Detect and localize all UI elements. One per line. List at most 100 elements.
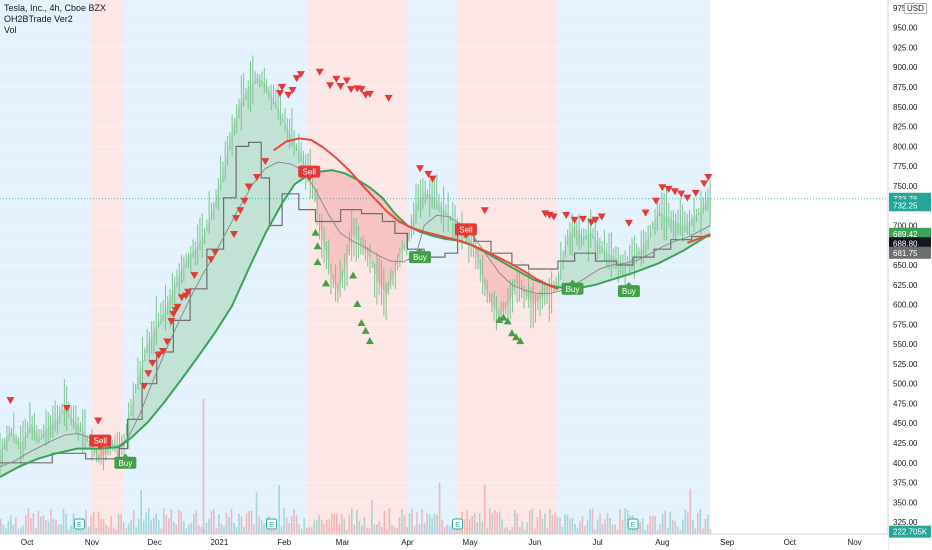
volume-bar: [263, 523, 265, 534]
price-tag-bg: [889, 246, 931, 259]
price-tick-label: 900.00: [893, 63, 918, 72]
indicator-lines: [0, 137, 888, 478]
trend-fill-area: [92, 447, 112, 459]
volume-bar: [453, 526, 456, 534]
time-tick-label: Nov: [85, 538, 99, 547]
trend-fill-area: [0, 407, 93, 478]
volume-bar: [157, 520, 160, 534]
volume-bar: [92, 511, 95, 534]
price-label-tag: 222.705K: [889, 525, 931, 538]
volume-bar: [180, 511, 183, 534]
volume-bar: [2, 524, 5, 534]
volume-bar: [67, 529, 70, 534]
volume-bar: [95, 528, 97, 534]
volume-bar: [323, 524, 326, 534]
sell-arrow: [578, 215, 587, 223]
price-tick-label: 600.00: [893, 301, 918, 310]
volume-bar: [503, 527, 506, 534]
price-tag-bg: [889, 525, 931, 538]
volume-bar: [248, 510, 250, 534]
signal-text: Sell: [94, 437, 108, 446]
volume-bar: [541, 518, 544, 534]
volume-bar: [386, 529, 388, 534]
sell-arrow: [704, 174, 713, 181]
signal-text: Sell: [303, 168, 317, 177]
buy-arrow: [495, 315, 504, 323]
volume-bar: [358, 520, 361, 534]
sell-arrow: [549, 213, 558, 221]
volume-bar: [328, 519, 331, 534]
signal-text: Buy: [566, 285, 580, 294]
volume-bar: [313, 520, 316, 534]
volume-bar: [315, 519, 318, 534]
volume-bar: [401, 509, 403, 534]
sell-arrow: [230, 230, 239, 238]
volume-bar: [604, 519, 606, 534]
volume-bar: [333, 513, 336, 534]
volume-bar: [519, 527, 521, 534]
volume-bar: [446, 524, 448, 534]
volume-bar: [421, 509, 423, 534]
price-label-tag: 732.25: [889, 199, 931, 212]
volume-bar: [554, 513, 556, 534]
volume-bar: [65, 513, 67, 534]
volume-bar: [193, 513, 195, 534]
volume-bar: [25, 515, 27, 534]
buy-arrow: [321, 279, 330, 287]
signal-buy-label: Buy: [617, 282, 640, 298]
volume-bar: [270, 529, 273, 534]
volume-bar: [383, 510, 386, 534]
red-trend-line: [273, 137, 559, 290]
volume-bar: [335, 513, 338, 534]
price-tag-text: 689.42: [893, 230, 918, 239]
price-tag-text: 733.76: [893, 195, 918, 204]
volume-bar: [283, 508, 285, 534]
volume-bar: [526, 522, 529, 534]
band-buy: [407, 0, 458, 534]
volume-bar: [381, 527, 383, 534]
volume-bar: [280, 526, 283, 534]
volume-bar: [438, 482, 441, 534]
earnings-text: E: [77, 522, 82, 529]
signal-sell-label: Sell: [454, 223, 477, 239]
volume-bar: [679, 529, 682, 534]
sell-arrow: [315, 68, 324, 76]
volume-bar: [5, 528, 7, 534]
volume-bar: [70, 525, 72, 534]
volume-bar: [556, 517, 559, 534]
volume-bar: [218, 514, 220, 534]
indicator-name[interactable]: OH2BTrade Ver2: [4, 14, 73, 24]
volume-bar: [122, 522, 125, 534]
volume-bar: [198, 525, 200, 534]
volume-bar: [666, 527, 669, 534]
volume-bar: [546, 527, 549, 534]
volume-label[interactable]: Vol: [4, 25, 17, 35]
volume-bar: [521, 521, 524, 534]
volume-bar: [456, 527, 458, 534]
volume-bar: [52, 519, 55, 534]
volume-bar: [215, 528, 218, 534]
sell-arrow: [211, 249, 220, 257]
sell-arrow: [664, 185, 673, 193]
volume-bar: [258, 516, 260, 534]
volume-bar: [152, 517, 155, 534]
volume-bar: [110, 516, 112, 534]
red-trend-line: [687, 233, 711, 244]
signal-sell-label: Sell: [89, 434, 112, 450]
price-label-tag: 689.42: [889, 227, 931, 240]
volume-bar: [704, 518, 707, 534]
currency-label[interactable]: USD: [904, 3, 927, 14]
buy-arrow: [313, 242, 322, 250]
volume-bar: [117, 513, 120, 534]
price-tick-label: 550.00: [893, 340, 918, 349]
volume-bar: [210, 510, 213, 534]
volume-bar: [684, 509, 687, 534]
volume-bar: [539, 509, 541, 534]
signal-text: Buy: [118, 459, 132, 468]
volume-bar: [162, 508, 165, 534]
symbol-title[interactable]: Tesla, Inc., 4h, Cboe BZX: [4, 3, 107, 13]
volume-bar: [481, 521, 484, 534]
volume-bar: [373, 524, 376, 534]
volume-bar: [27, 508, 30, 534]
